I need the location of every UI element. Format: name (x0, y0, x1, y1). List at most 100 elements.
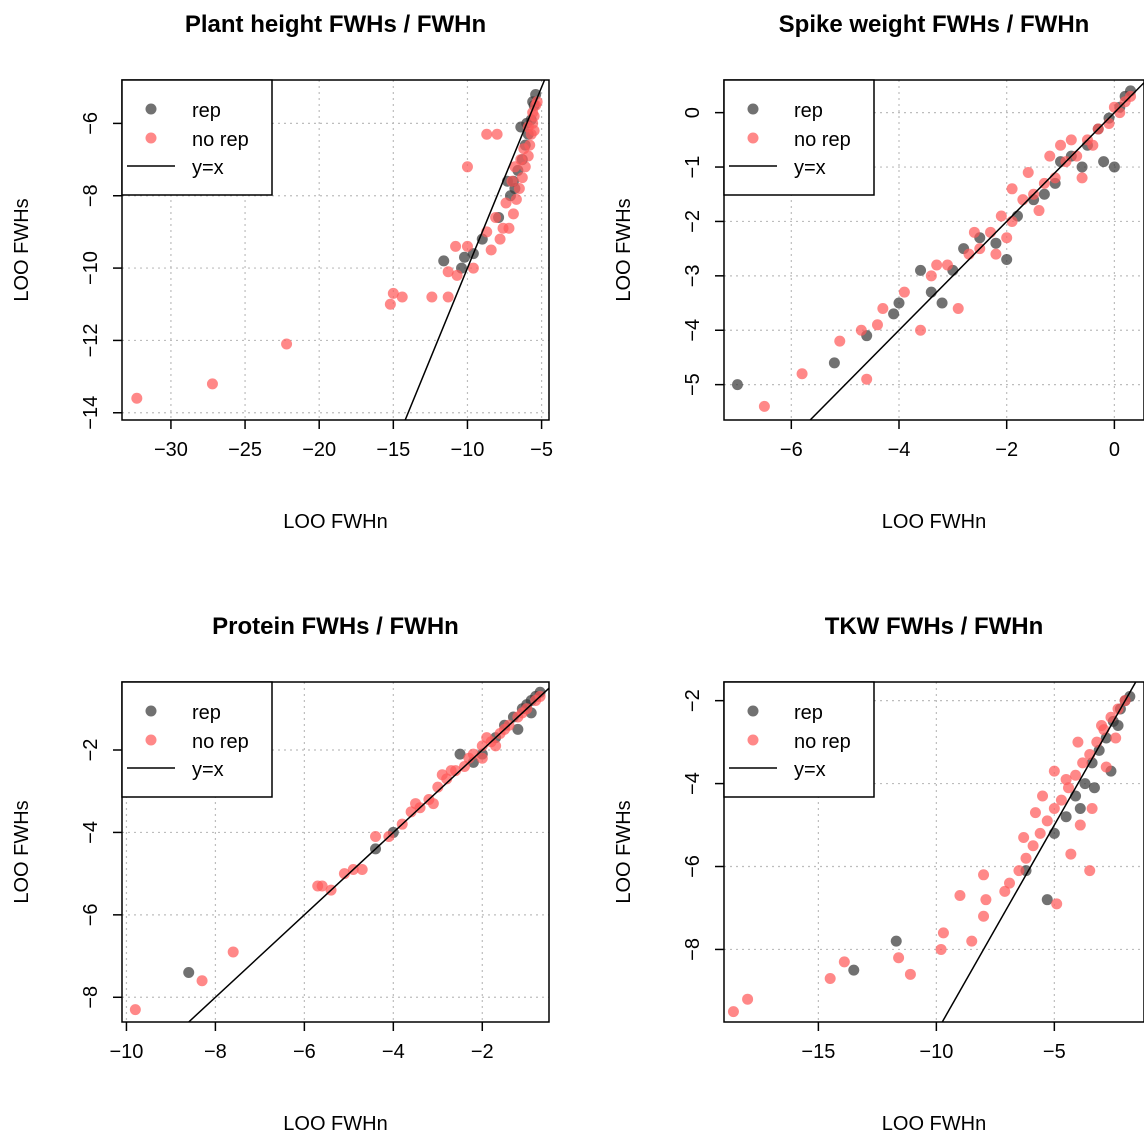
legend-label: rep (192, 702, 221, 724)
data-point-no-rep (796, 368, 808, 380)
data-point-no-rep (436, 769, 448, 781)
data-point-rep (1074, 802, 1086, 814)
legend-marker-no-rep (145, 132, 157, 144)
x-tick-label: −15 (801, 1041, 835, 1063)
data-point-rep (1038, 188, 1050, 200)
data-point-no-rep (963, 248, 975, 260)
data-point-no-rep (1070, 769, 1082, 781)
data-point-no-rep (485, 244, 497, 256)
x-tick-label: −4 (888, 439, 911, 461)
data-point-no-rep (931, 259, 943, 271)
data-point-rep (1060, 811, 1072, 823)
data-point-rep (936, 297, 948, 309)
data-point-no-rep (476, 752, 488, 764)
y-tick-label: −6 (682, 855, 704, 878)
data-point-no-rep (1049, 172, 1061, 184)
data-point-rep (925, 286, 937, 298)
data-point-no-rep (1071, 150, 1083, 162)
data-point-rep (731, 379, 743, 391)
data-point-rep (512, 723, 524, 735)
data-point-no-rep (1087, 139, 1099, 151)
data-point-no-rep (978, 869, 990, 881)
data-point-no-rep (1006, 215, 1018, 227)
y-tick-label: −14 (80, 396, 102, 430)
data-point-no-rep (1013, 865, 1025, 877)
data-point-no-rep (893, 952, 905, 964)
y-axis-label: LOO FWHs (613, 800, 635, 903)
legend-label: no rep (794, 731, 851, 753)
x-tick-label: −20 (302, 439, 336, 461)
data-point-rep (1100, 732, 1112, 744)
data-point-no-rep (937, 927, 949, 939)
x-axis-label: LOO FWHn (283, 1113, 387, 1135)
data-point-no-rep (1110, 732, 1122, 744)
data-point-no-rep (966, 935, 978, 947)
data-point-no-rep (494, 233, 506, 245)
data-point-no-rep (1096, 720, 1108, 732)
data-point-no-rep (995, 210, 1007, 222)
data-point-rep (183, 967, 195, 979)
data-point-no-rep (510, 193, 522, 205)
y-tick-label: −4 (682, 772, 704, 795)
data-point-no-rep (838, 956, 850, 968)
data-point-no-rep (968, 226, 980, 238)
data-point-no-rep (941, 259, 953, 271)
data-point-no-rep (1112, 703, 1124, 715)
reference-line-y-equals-x (404, 80, 546, 420)
x-tick-label: −10 (450, 439, 484, 461)
y-tick-label: −6 (80, 112, 102, 135)
legend-label: rep (192, 100, 221, 122)
data-point-rep (458, 251, 470, 263)
plot-frame (723, 681, 1144, 1023)
legend: rep no rep y=x (723, 79, 875, 196)
data-point-no-rep (1044, 150, 1056, 162)
points (731, 85, 1137, 412)
data-point-no-rep (935, 943, 947, 955)
y-tick-label: 0 (682, 107, 704, 118)
data-point-no-rep (516, 172, 528, 184)
legend-marker-no-rep (747, 132, 759, 144)
data-point-no-rep (1108, 101, 1120, 113)
data-point-rep (848, 964, 860, 976)
y-tick-label: −2 (80, 739, 102, 762)
chart-panel-1: Plant height FWHs / FWHn −30 −25 −20 −15 −10 −… (11, 11, 553, 533)
data-point-no-rep (515, 154, 527, 166)
data-point-no-rep (1027, 840, 1039, 852)
data-point-no-rep (1037, 790, 1049, 802)
y-tick-label: −6 (80, 903, 102, 926)
reference-line-y-equals-x (188, 687, 549, 1022)
data-point-no-rep (507, 208, 519, 220)
data-point-no-rep (463, 752, 475, 764)
x-tick-label: −10 (109, 1041, 143, 1063)
data-point-no-rep (1055, 139, 1067, 151)
data-point-no-rep (461, 161, 473, 173)
data-point-rep (1098, 156, 1110, 168)
data-point-no-rep (1084, 865, 1096, 877)
legend-label: y=x (192, 759, 224, 781)
data-point-no-rep (396, 291, 408, 303)
data-point-no-rep (1077, 757, 1089, 769)
data-point-no-rep (370, 831, 382, 843)
data-point-rep (1076, 161, 1088, 173)
grid (122, 682, 549, 1022)
data-point-rep (1079, 778, 1091, 790)
data-point-rep (438, 255, 450, 267)
legend-label: y=x (794, 157, 826, 179)
y-tick-label: −10 (80, 251, 102, 285)
data-point-no-rep (1022, 166, 1034, 178)
legend: rep no rep y=x (121, 681, 273, 798)
data-point-no-rep (196, 975, 208, 987)
data-point-no-rep (491, 128, 503, 140)
legend-label: y=x (794, 759, 826, 781)
data-point-no-rep (985, 226, 997, 238)
y-tick-label: −2 (682, 210, 704, 233)
x-tick-label: −6 (780, 439, 803, 461)
data-point-no-rep (855, 324, 867, 336)
x-axis-label: LOO FWHn (283, 511, 387, 533)
data-point-no-rep (925, 270, 937, 282)
y-axis-label: LOO FWHs (11, 800, 33, 903)
data-point-no-rep (500, 197, 512, 209)
data-point-no-rep (990, 248, 1002, 260)
x-tick-label: −30 (154, 439, 188, 461)
